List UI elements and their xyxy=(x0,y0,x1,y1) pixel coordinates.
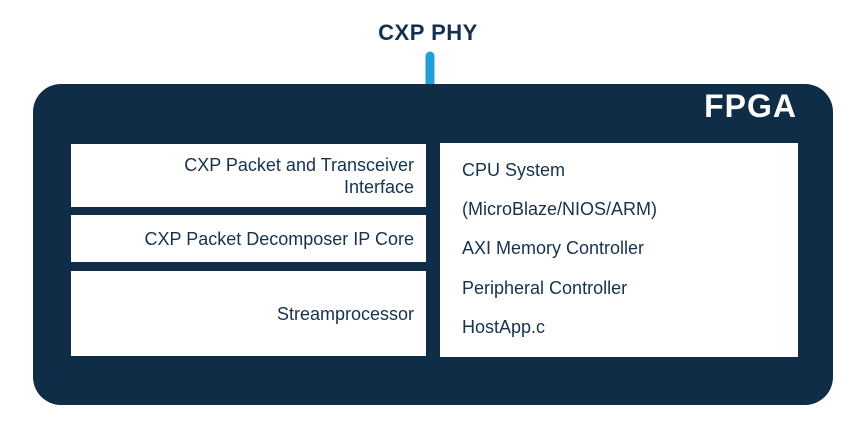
left-column: CXP Packet and Transceiver Interface CXP… xyxy=(71,144,426,356)
block-cpu-system: CPU System (MicroBlaze/NIOS/ARM) AXI Mem… xyxy=(440,143,798,357)
block-streamprocessor: Streamprocessor xyxy=(71,271,426,356)
fpga-container: FPGA CXP Packet and Transceiver Interfac… xyxy=(33,84,833,405)
cxp-phy-label: CXP PHY xyxy=(378,20,478,45)
block-label: CXP Packet Decomposer IP Core xyxy=(144,228,414,249)
block-cxp-packet-transceiver-interface: CXP Packet and Transceiver Interface xyxy=(71,144,426,207)
block-cxp-packet-decomposer-ip-core: CXP Packet Decomposer IP Core xyxy=(71,215,426,262)
block-label: CXP Packet and Transceiver Interface xyxy=(184,154,414,197)
cpu-line-microblaze-nios-arm: (MicroBlaze/NIOS/ARM) xyxy=(462,199,658,220)
fpga-title: FPGA xyxy=(704,88,797,124)
cpu-line-peripheral-controller: Peripheral Controller xyxy=(462,277,628,298)
cpu-line-cpu-system: CPU System xyxy=(462,160,566,181)
cpu-line-hostapp-c: HostApp.c xyxy=(462,316,546,337)
cpu-line-axi-memory-controller: AXI Memory Controller xyxy=(462,238,645,259)
block-label: Streamprocessor xyxy=(276,303,414,324)
